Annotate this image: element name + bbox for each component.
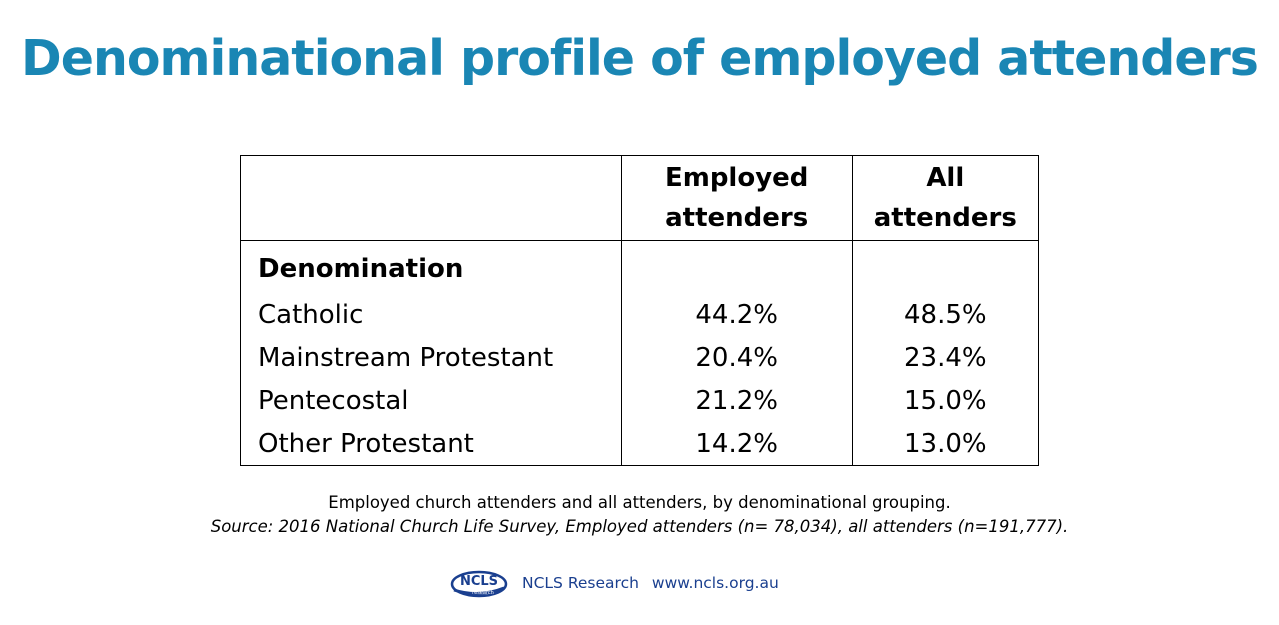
table-row: Pentecostal 21.2% 15.0% xyxy=(240,379,1040,422)
header-all-line1: All xyxy=(926,163,965,193)
caption-source: Source: 2016 National Church Life Survey… xyxy=(210,517,1069,536)
ncls-logo: NCLS research xyxy=(450,570,508,598)
row-label: Catholic xyxy=(240,293,622,336)
table-header-row: Employed attenders All attenders xyxy=(240,155,1040,241)
header-employed-line1: Employed xyxy=(664,163,809,193)
footer-url-link[interactable]: www.ncls.org.au xyxy=(651,574,779,592)
all-value: 48.5% xyxy=(851,293,1040,336)
employed-value: 44.2% xyxy=(620,293,853,336)
ncls-logo-subtext: research xyxy=(472,590,494,596)
page-title: Denominational profile of employed atten… xyxy=(21,30,1259,87)
row-label: Other Protestant xyxy=(240,422,622,466)
caption-description: Employed church attenders and all attend… xyxy=(328,493,951,512)
footer-org-name: NCLS Research xyxy=(522,574,639,592)
all-value: 15.0% xyxy=(851,379,1040,422)
group-label-denomination: Denomination xyxy=(240,240,622,293)
header-employed-line2: attenders xyxy=(665,203,809,233)
footer: NCLS research NCLS Research www.ncls.org… xyxy=(450,568,779,598)
all-value: 23.4% xyxy=(851,336,1040,379)
ncls-logo-text: NCLS xyxy=(460,574,498,589)
group-row: Denomination xyxy=(240,240,1040,293)
data-table: Employed attenders All attenders Denomin… xyxy=(240,155,1040,466)
employed-value: 21.2% xyxy=(620,379,853,422)
caption: Employed church attenders and all attend… xyxy=(0,491,1279,539)
table-row: Catholic 44.2% 48.5% xyxy=(240,293,1040,336)
employed-value: 20.4% xyxy=(620,336,853,379)
employed-value: 14.2% xyxy=(620,422,853,466)
group-empty-cell xyxy=(620,240,853,293)
header-all-attenders: All attenders xyxy=(851,155,1040,241)
header-employed-attenders: Employed attenders xyxy=(620,155,853,241)
header-all-line2: attenders xyxy=(873,203,1017,233)
header-blank-cell xyxy=(240,155,622,241)
all-value: 13.0% xyxy=(851,422,1040,466)
row-label: Mainstream Protestant xyxy=(240,336,622,379)
group-empty-cell xyxy=(851,240,1040,293)
row-label: Pentecostal xyxy=(240,379,622,422)
table-row: Mainstream Protestant 20.4% 23.4% xyxy=(240,336,1040,379)
table-row: Other Protestant 14.2% 13.0% xyxy=(240,422,1040,466)
